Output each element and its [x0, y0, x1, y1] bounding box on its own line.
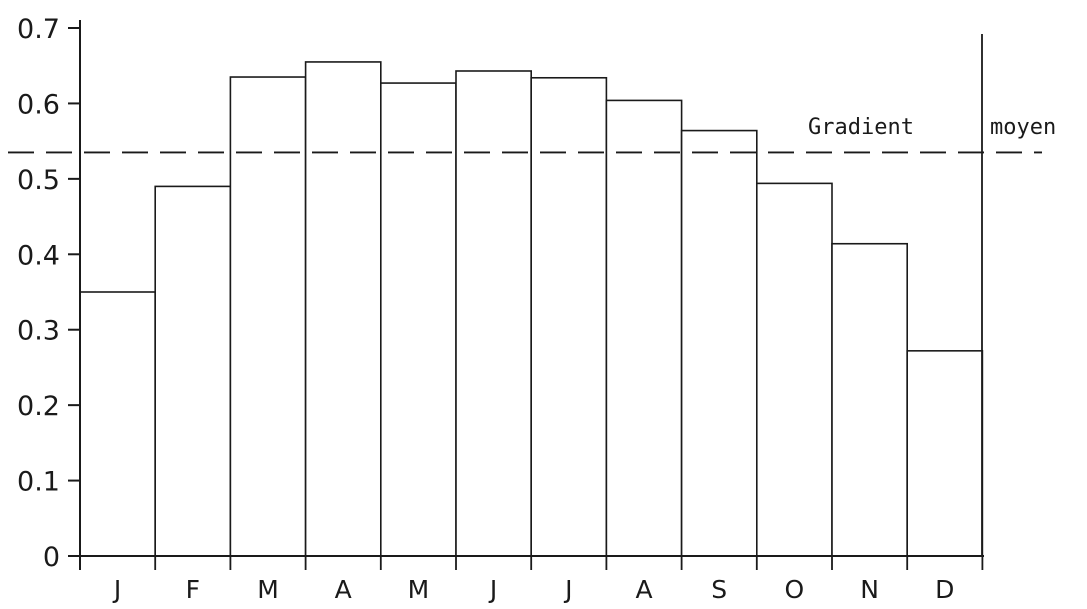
- bar-8: [605, 99, 683, 557]
- bar-2: [154, 185, 232, 557]
- x-tick-label: N: [860, 575, 879, 604]
- y-tick-label: 0: [43, 542, 60, 573]
- x-tick-label: J: [563, 575, 572, 604]
- reference-line-label-moyen: moyen: [990, 115, 1056, 140]
- bars-group: [79, 61, 984, 557]
- x-tick-label: A: [635, 575, 652, 604]
- x-tick-label: M: [257, 575, 279, 604]
- x-tick-label: J: [488, 575, 497, 604]
- x-tick-label: A: [335, 575, 352, 604]
- bar-6: [455, 70, 532, 557]
- bar-12: [906, 350, 984, 557]
- y-tick-label: 0.1: [17, 467, 60, 498]
- y-tick-label: 0.4: [17, 240, 60, 271]
- x-tick-label: D: [935, 575, 954, 604]
- x-tick-label: S: [711, 575, 727, 604]
- bar-1: [79, 291, 156, 557]
- bar-7: [530, 76, 608, 557]
- x-tick-label: F: [186, 575, 200, 604]
- bar-4: [304, 61, 382, 557]
- y-ticks-group: 0 0.1 0.2 0.3 0.4 0.5 0.6 0.7: [17, 14, 80, 573]
- bar-3: [229, 76, 307, 557]
- bar-9: [680, 129, 758, 557]
- bar-5: [379, 82, 457, 557]
- reference-line-label-gradient: Gradient: [808, 115, 914, 140]
- y-tick-label: 0.7: [17, 14, 60, 45]
- bar-10: [755, 182, 833, 557]
- x-tick-label: J: [112, 575, 121, 604]
- y-tick-label: 0.6: [17, 89, 60, 120]
- y-tick-label: 0.3: [17, 316, 60, 347]
- y-tick-label: 0.2: [17, 391, 60, 422]
- bar-11: [831, 242, 908, 557]
- y-tick-label: 0.5: [17, 165, 60, 196]
- x-tick-label: O: [785, 575, 805, 604]
- x-tick-label: M: [408, 575, 430, 604]
